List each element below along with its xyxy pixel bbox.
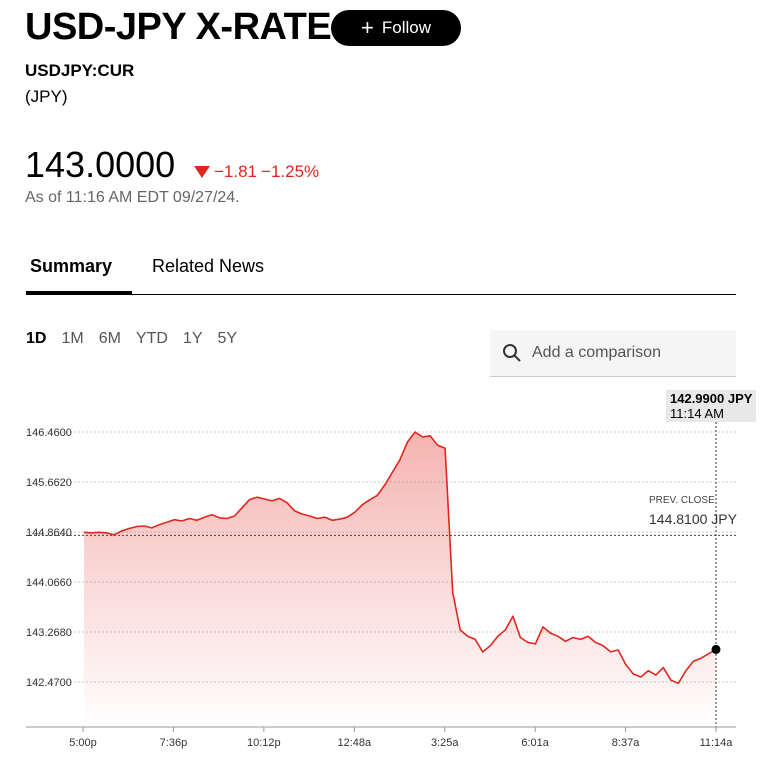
y-tick-label: 144.8640 [26, 527, 72, 539]
tab-bar: Summary Related News [25, 256, 736, 295]
search-icon [503, 344, 521, 362]
tab-related-news[interactable]: Related News [152, 256, 265, 276]
x-tick-label: 3:25a [431, 737, 459, 749]
ticker-symbol: USDJPY:CUR [25, 61, 135, 80]
range-1y[interactable]: 1Y [182, 330, 203, 347]
y-tick-label: 146.4600 [26, 427, 72, 439]
follow-label: Follow [381, 18, 431, 37]
tooltip-value: 142.9900 JPY [670, 391, 753, 406]
price-chart[interactable]: 146.4600 145.6620 144.8640 144.0660 143.2680… [0, 380, 772, 750]
range-1d[interactable]: 1D [26, 330, 47, 347]
plus-icon: + [361, 15, 374, 40]
compare-box[interactable] [490, 330, 736, 377]
as-of-timestamp: As of 11:16 AM EDT 09/27/24. [25, 189, 240, 206]
crosshair-tooltip: 142.9900 JPY 11:14 AM [666, 390, 757, 422]
prev-close-label: PREV. CLOSE [649, 495, 715, 506]
prev-close-value: 144.8100 JPY [649, 511, 737, 527]
y-tick-label: 145.6620 [26, 477, 72, 489]
change-percent: −1.25% [261, 162, 320, 181]
follow-button[interactable]: + Follow [331, 10, 461, 46]
price-change: −1.81 −1.25% [194, 162, 319, 182]
x-tick-label: 12:48a [337, 737, 372, 749]
x-tick-label: 10:12p [247, 737, 281, 749]
range-selector: 1D 1M 6M YTD 1Y 5Y [26, 330, 237, 348]
range-6m[interactable]: 6M [98, 330, 121, 347]
page-title: USD-JPY X-RATE [25, 6, 332, 48]
y-tick-label: 142.4700 [26, 677, 72, 689]
price-line [83, 431, 717, 685]
x-tick-label: 6:01a [521, 737, 549, 749]
x-tick-label: 11:14a [700, 737, 734, 749]
x-tick-label: 7:36p [160, 737, 188, 749]
compare-input[interactable] [530, 343, 724, 363]
price-area [84, 432, 716, 727]
x-tick-label: 8:37a [612, 737, 640, 749]
y-tick-label: 144.0660 [26, 577, 72, 589]
y-tick-label: 143.2680 [26, 627, 72, 639]
change-value: −1.81 [214, 162, 258, 181]
range-5y[interactable]: 5Y [217, 330, 238, 347]
down-arrow-icon [194, 166, 210, 178]
currency-label: (JPY) [25, 87, 68, 106]
x-tick-label: 5:00p [69, 737, 97, 749]
range-1m[interactable]: 1M [61, 330, 84, 347]
current-price: 143.0000 [25, 144, 176, 185]
tab-summary[interactable]: Summary [25, 256, 133, 294]
last-price-dot [711, 644, 721, 654]
tooltip-time: 11:14 AM [670, 406, 724, 421]
range-ytd[interactable]: YTD [135, 330, 168, 347]
